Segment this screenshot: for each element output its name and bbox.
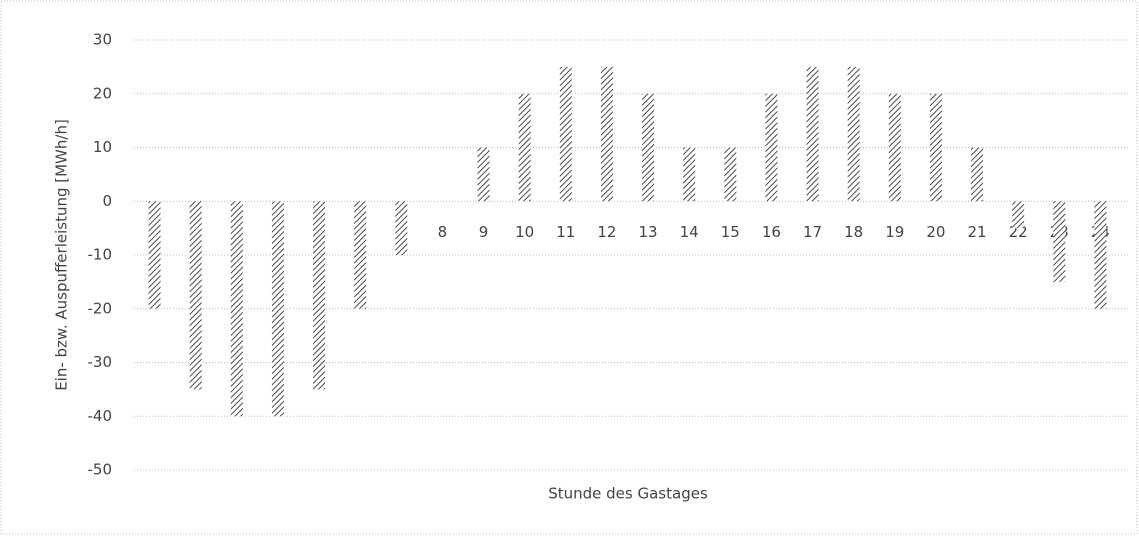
- bar: [888, 93, 901, 202]
- y-tick-label: -20: [88, 299, 113, 317]
- bar: [642, 93, 655, 202]
- bar: [354, 201, 367, 309]
- bar: [806, 66, 819, 202]
- bar: [559, 66, 572, 202]
- y-tick-label: -30: [88, 353, 113, 371]
- y-tick-label: -40: [88, 407, 113, 425]
- x-tick-label: 8: [438, 223, 448, 241]
- x-tick-label: 21: [968, 223, 987, 241]
- x-tick-label: 16: [762, 223, 781, 241]
- bar: [929, 93, 942, 202]
- bar: [313, 201, 326, 390]
- bar: [518, 93, 531, 202]
- x-tick-label: 14: [680, 223, 699, 241]
- x-tick-label: 12: [597, 223, 616, 241]
- bar: [1012, 201, 1025, 229]
- x-tick-label: 17: [803, 223, 822, 241]
- x-tick-label: 9: [479, 223, 489, 241]
- x-axis-title: Stunde des Gastages: [548, 485, 708, 503]
- bar: [271, 201, 284, 417]
- bar: [971, 147, 984, 202]
- bar: [477, 147, 490, 202]
- bar: [230, 201, 243, 417]
- y-tick-label: -50: [88, 461, 113, 479]
- y-axis-title: Ein- bzw. Auspufferleistung [MWh/h]: [53, 119, 71, 391]
- bar: [395, 201, 408, 255]
- x-tick-label: 15: [721, 223, 740, 241]
- bar: [765, 93, 778, 202]
- y-tick-label: 0: [102, 192, 112, 210]
- x-tick-label: 18: [844, 223, 863, 241]
- bar: [847, 66, 860, 202]
- bar: [1094, 201, 1107, 309]
- x-tick-label: 13: [639, 223, 658, 241]
- x-tick-label: 11: [556, 223, 575, 241]
- bar: [683, 147, 696, 202]
- y-tick-label: 10: [93, 138, 112, 156]
- x-tick-label: 19: [885, 223, 904, 241]
- bar: [724, 147, 737, 202]
- bar: [189, 201, 202, 390]
- x-tick-label: 10: [515, 223, 534, 241]
- bar: [148, 201, 161, 309]
- y-tick-label: 30: [93, 31, 112, 49]
- y-tick-label: 20: [93, 84, 112, 102]
- x-tick-label: 20: [926, 223, 945, 241]
- bar: [1053, 201, 1066, 282]
- y-tick-label: -10: [88, 246, 113, 264]
- bar: [600, 66, 613, 202]
